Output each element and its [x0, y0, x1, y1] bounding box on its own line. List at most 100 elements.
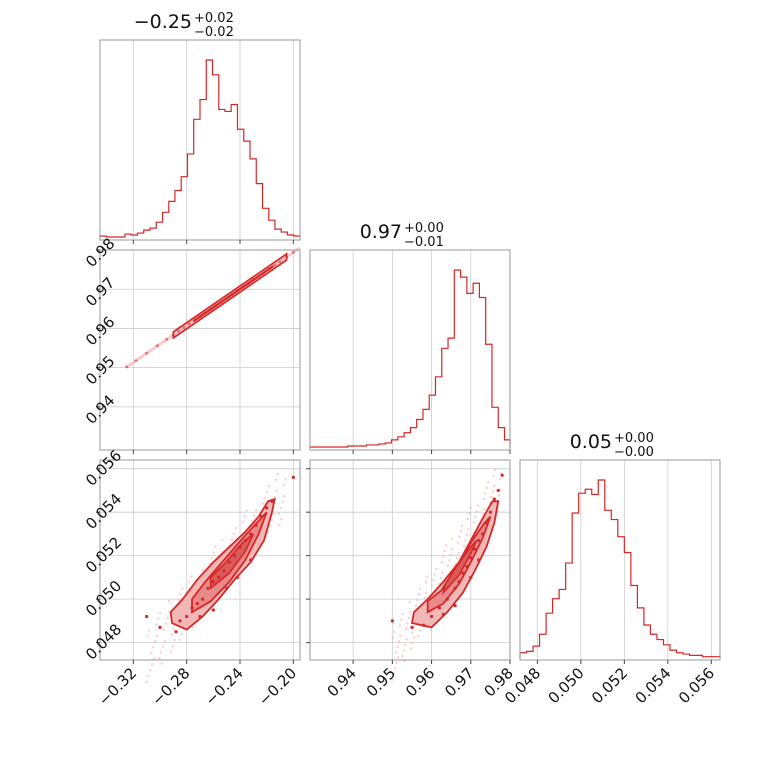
scatter-point [165, 338, 169, 341]
panel-title: −0.25 +0.02−0.02 [134, 11, 234, 40]
tick-label: 0.95 [82, 352, 118, 388]
scatter-point [152, 657, 156, 660]
scatter-point [193, 318, 197, 322]
histogram-line [309, 269, 511, 448]
scatter-point [254, 508, 258, 511]
scatter-point [156, 617, 160, 620]
scatter-point [457, 551, 460, 554]
scatter-point [484, 492, 487, 495]
scatter-point [263, 496, 267, 499]
scatter-point [174, 630, 178, 634]
panel-frame [519, 459, 721, 661]
scatter-point [491, 490, 495, 493]
scatter-point [214, 304, 218, 308]
scatter-point [461, 524, 464, 527]
scatter-point [393, 630, 396, 634]
scatter-point [160, 662, 164, 665]
scatter-point [158, 611, 162, 615]
scatter-point [477, 558, 481, 562]
scatter-point [280, 517, 283, 521]
scatter-point [404, 627, 408, 631]
scatter-point [253, 514, 256, 517]
scatter-point [458, 535, 461, 539]
scatter-point [467, 528, 470, 531]
scatter-point [414, 604, 418, 607]
histogram-line [519, 479, 721, 658]
scatter-point [148, 629, 151, 632]
scatter-point [278, 260, 282, 264]
scatter-point [278, 523, 281, 527]
scatter-point [417, 593, 421, 596]
scatter-point [249, 532, 253, 536]
tick-label: 0.94 [82, 391, 118, 427]
scatter-point [459, 530, 462, 533]
scatter-point [465, 533, 469, 537]
scatter-point [497, 493, 501, 497]
scatter-point [275, 489, 278, 493]
scatter-point [188, 581, 191, 584]
scatter-point [180, 632, 183, 636]
tick-label: 0.96 [82, 313, 118, 349]
scatter-point [408, 600, 412, 604]
scatter-point [171, 333, 175, 337]
scatter-point [265, 490, 269, 494]
scatter-point [243, 538, 247, 543]
scatter-point [291, 250, 295, 254]
scatter-point [159, 651, 163, 654]
scatter-point [453, 604, 457, 608]
scatter-point [423, 596, 427, 600]
scatter-point [480, 532, 485, 536]
scatter-point [254, 523, 258, 527]
scatter-point [152, 646, 155, 649]
scatter-point [201, 597, 205, 601]
scatter-point [212, 551, 215, 554]
scatter-point [441, 612, 445, 616]
scatter-point [235, 575, 239, 579]
scatter-point [147, 674, 150, 678]
scatter-point [177, 599, 180, 602]
scatter-point [493, 484, 496, 488]
scatter-point [146, 635, 149, 638]
scatter-point [453, 586, 457, 590]
title-value: −0.25 [134, 11, 192, 33]
scatter-point [185, 614, 189, 619]
scatter-point [203, 311, 207, 315]
scatter-point [418, 629, 421, 632]
scatter-point [125, 365, 129, 369]
title-plus: +0.00 [404, 221, 444, 236]
scatter-point [206, 586, 210, 590]
scatter-point [464, 539, 467, 542]
scatter-point [232, 532, 236, 536]
scatter-point [170, 633, 174, 636]
histogram-line [99, 59, 301, 238]
tick-label: 0.052 [82, 533, 125, 576]
scatter-point [155, 623, 158, 626]
contour-core [441, 539, 478, 596]
scatter-point [391, 636, 395, 639]
scatter-point [177, 329, 181, 333]
scatter-point [485, 486, 488, 490]
scatter-point [145, 351, 149, 355]
scatter-point [234, 526, 237, 530]
scatter-point [465, 564, 469, 569]
scatter-point [391, 678, 394, 681]
scatter-point [201, 568, 204, 572]
scatter-point [440, 561, 444, 564]
scatter-point [498, 478, 502, 481]
scatter-point [396, 645, 399, 649]
scatter-point [285, 255, 289, 259]
scatter-point [268, 524, 272, 527]
scatter-point [273, 495, 276, 499]
scatter-point [444, 544, 448, 547]
panel-frame [309, 459, 511, 661]
tick-label: 0.94 [324, 664, 360, 700]
scatter-point [394, 651, 398, 654]
panel-frame [99, 249, 301, 451]
scatter-point [270, 499, 274, 503]
scatter-point [468, 512, 471, 515]
tick-label: −0.28 [148, 664, 193, 709]
scatter-point [190, 575, 193, 578]
scatter-point [406, 622, 409, 625]
scatter-point [493, 468, 497, 472]
scatter-point [446, 564, 450, 568]
